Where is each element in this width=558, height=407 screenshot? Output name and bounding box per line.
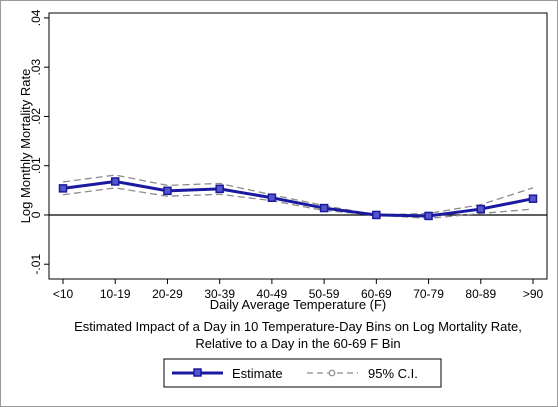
x-tick-label: 30-39 bbox=[204, 287, 235, 301]
x-tick-label: 50-59 bbox=[309, 287, 340, 301]
x-tick-label: 80-89 bbox=[465, 287, 496, 301]
legend-estimate-marker bbox=[193, 368, 202, 377]
y-tick-label: .01 bbox=[29, 157, 43, 174]
legend-ci-label: 95% C.I. bbox=[368, 366, 418, 381]
y-tick-label: .02 bbox=[29, 108, 43, 125]
ci-upper-line bbox=[62, 174, 534, 216]
estimate-point bbox=[58, 184, 68, 193]
note-line-1: Estimated Impact of a Day in 10 Temperat… bbox=[74, 319, 522, 334]
x-tick-label: 10-19 bbox=[100, 287, 131, 301]
y-tick-label: .04 bbox=[29, 9, 43, 26]
legend-ci-marker bbox=[328, 369, 336, 377]
estimate-point bbox=[319, 203, 329, 213]
estimate-point bbox=[215, 184, 224, 194]
y-tick-label: .03 bbox=[29, 59, 43, 76]
estimate-series bbox=[58, 177, 538, 221]
y-axis-ticks: -.01 0 .01 .02 .03 .04 bbox=[29, 9, 49, 275]
estimate-point bbox=[267, 193, 277, 202]
estimate-point bbox=[372, 210, 381, 220]
ci-lower-line bbox=[62, 187, 534, 220]
x-tick-label: 40-49 bbox=[257, 287, 288, 301]
x-axis-label: Daily Average Temperature (F) bbox=[210, 297, 387, 312]
x-tick-label: <10 bbox=[53, 287, 74, 301]
estimate-point bbox=[110, 177, 120, 186]
estimate-line bbox=[62, 179, 534, 218]
x-tick-label: 20-29 bbox=[152, 287, 183, 301]
x-tick-label: 60-69 bbox=[361, 287, 392, 301]
x-axis-ticks: <10 10-19 20-29 30-39 40-49 50-59 60-69 70-79 80… bbox=[53, 279, 544, 301]
estimate-point bbox=[476, 204, 486, 214]
estimate-point bbox=[163, 186, 172, 196]
x-tick-label: >90 bbox=[523, 287, 544, 301]
x-tick-label: 70-79 bbox=[413, 287, 444, 301]
legend-estimate-label: Estimate bbox=[232, 366, 283, 381]
plot-area bbox=[48, 12, 548, 280]
estimate-point bbox=[424, 211, 433, 221]
y-tick-label: -.01 bbox=[29, 254, 43, 275]
note-line-2: Relative to a Day in the 60-69 F Bin bbox=[195, 336, 400, 351]
y-axis-label: Log Monthly Mortality Rate bbox=[18, 69, 33, 224]
y-tick-label: 0 bbox=[29, 211, 43, 218]
estimate-point bbox=[528, 194, 538, 203]
